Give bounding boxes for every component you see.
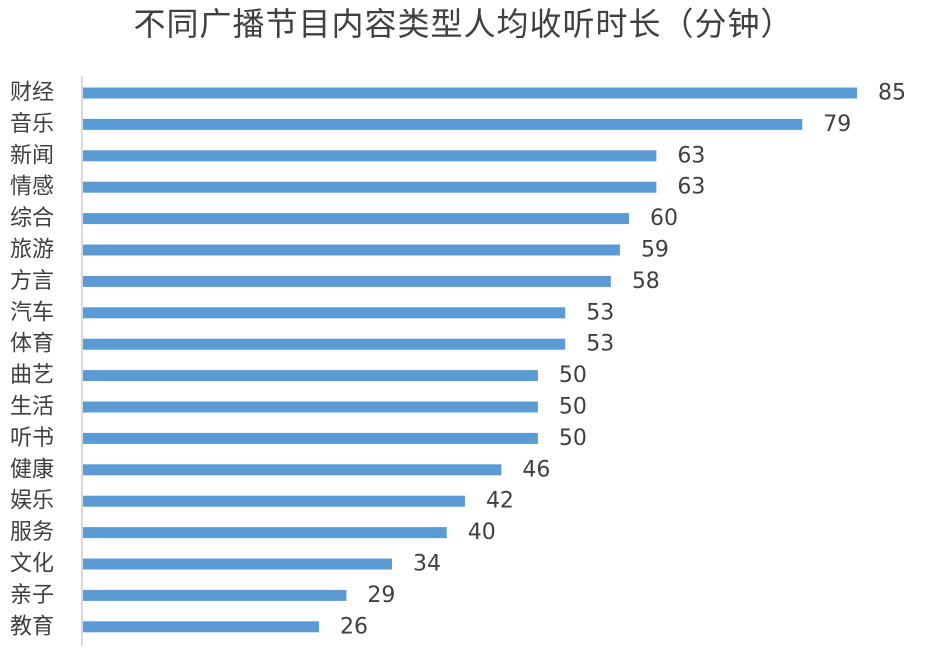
value-label: 53 xyxy=(586,332,614,357)
value-label: 60 xyxy=(650,206,678,231)
chart-title: 不同广播节目内容类型人均收听时长（分钟） xyxy=(133,5,794,43)
value-label: 53 xyxy=(586,300,614,325)
value-label: 79 xyxy=(823,112,851,137)
value-label: 63 xyxy=(677,143,705,168)
bar xyxy=(83,621,320,633)
category-label: 听书 xyxy=(10,426,54,451)
category-label: 音乐 xyxy=(10,112,54,137)
value-label: 50 xyxy=(559,363,587,388)
bar xyxy=(83,464,502,476)
value-label: 34 xyxy=(413,552,441,577)
category-label: 旅游 xyxy=(10,238,54,263)
category-label: 娱乐 xyxy=(10,489,54,514)
bar xyxy=(83,150,657,162)
bar xyxy=(83,275,611,287)
category-label: 体育 xyxy=(10,332,54,357)
bar xyxy=(83,495,465,507)
bar xyxy=(83,527,447,539)
category-label: 财经 xyxy=(10,81,54,106)
category-label: 亲子 xyxy=(10,583,54,608)
category-label: 文化 xyxy=(10,552,54,577)
category-label: 综合 xyxy=(10,206,54,231)
value-label: 50 xyxy=(559,395,587,420)
value-label: 26 xyxy=(340,614,368,639)
category-label: 教育 xyxy=(10,614,54,639)
bar xyxy=(83,213,630,225)
value-label: 50 xyxy=(559,426,587,451)
value-label: 29 xyxy=(367,583,395,608)
bar xyxy=(83,244,620,256)
bar xyxy=(83,589,347,601)
bar xyxy=(83,307,566,319)
category-label: 汽车 xyxy=(10,300,54,325)
value-label: 85 xyxy=(878,81,906,106)
value-label: 58 xyxy=(632,269,660,294)
category-label: 生活 xyxy=(10,395,54,420)
category-label: 方言 xyxy=(10,269,54,294)
bar xyxy=(83,338,566,350)
value-label: 46 xyxy=(522,457,550,482)
bar xyxy=(83,401,538,413)
bar xyxy=(83,87,857,99)
category-label: 情感 xyxy=(10,175,54,200)
category-label: 新闻 xyxy=(10,143,54,168)
bar xyxy=(83,432,538,444)
bar xyxy=(83,118,803,130)
value-label: 42 xyxy=(486,489,514,514)
bar xyxy=(83,181,657,193)
value-label: 63 xyxy=(677,175,705,200)
value-label: 59 xyxy=(641,238,669,263)
value-label: 40 xyxy=(468,520,496,545)
category-label: 健康 xyxy=(10,457,54,482)
category-label: 服务 xyxy=(10,520,54,545)
bar xyxy=(83,370,538,382)
bar xyxy=(83,558,392,570)
category-label: 曲艺 xyxy=(10,363,54,388)
